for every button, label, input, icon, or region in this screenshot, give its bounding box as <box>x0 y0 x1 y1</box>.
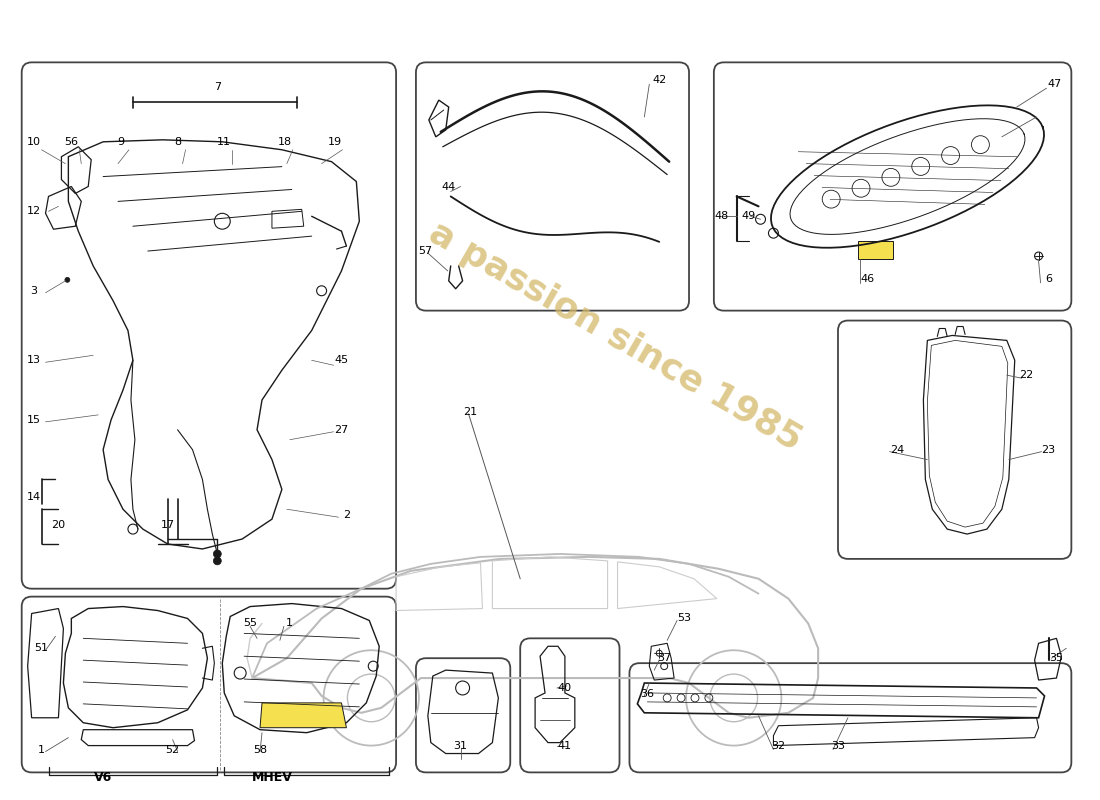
Text: 18: 18 <box>278 137 292 147</box>
Text: 46: 46 <box>860 274 875 284</box>
Text: 9: 9 <box>118 137 124 147</box>
Text: V6: V6 <box>94 771 112 784</box>
Text: 23: 23 <box>1042 445 1056 454</box>
Text: 53: 53 <box>678 614 691 623</box>
Circle shape <box>213 557 221 565</box>
Text: 56: 56 <box>64 137 78 147</box>
Polygon shape <box>260 703 346 728</box>
Text: 58: 58 <box>253 745 267 754</box>
Circle shape <box>65 278 70 282</box>
Text: 7: 7 <box>213 82 221 92</box>
Text: 49: 49 <box>741 211 756 222</box>
Text: 45: 45 <box>334 355 349 366</box>
Text: 37: 37 <box>657 653 671 663</box>
Text: 11: 11 <box>218 137 231 147</box>
Text: 10: 10 <box>26 137 41 147</box>
Text: 6: 6 <box>1045 274 1052 284</box>
Text: 21: 21 <box>463 407 477 417</box>
Text: 3: 3 <box>30 286 37 296</box>
Text: 35: 35 <box>1049 653 1064 663</box>
Text: 12: 12 <box>26 206 41 216</box>
Text: 22: 22 <box>1020 370 1034 380</box>
Text: 1: 1 <box>286 618 294 629</box>
Text: 36: 36 <box>640 689 654 699</box>
Text: 44: 44 <box>441 182 455 193</box>
Text: 15: 15 <box>26 415 41 425</box>
Text: 20: 20 <box>52 520 66 530</box>
Text: 8: 8 <box>174 137 182 147</box>
Text: 31: 31 <box>453 741 468 750</box>
Text: 55: 55 <box>243 618 257 629</box>
Text: 40: 40 <box>558 683 572 693</box>
Circle shape <box>213 550 221 558</box>
Text: 48: 48 <box>715 211 729 222</box>
Text: 52: 52 <box>166 745 179 754</box>
Text: 24: 24 <box>890 445 904 454</box>
Text: 19: 19 <box>328 137 342 147</box>
Text: 14: 14 <box>26 492 41 502</box>
Text: 27: 27 <box>334 425 349 434</box>
Text: 32: 32 <box>771 741 785 750</box>
Text: 17: 17 <box>161 520 175 530</box>
Text: 57: 57 <box>418 246 432 256</box>
Text: a passion since 1985: a passion since 1985 <box>424 215 807 458</box>
Polygon shape <box>858 241 892 259</box>
Text: MHEV: MHEV <box>252 771 293 784</box>
Text: 51: 51 <box>34 643 48 654</box>
Text: 47: 47 <box>1047 79 1062 90</box>
Text: 42: 42 <box>652 75 667 86</box>
Text: 13: 13 <box>26 355 41 366</box>
Text: 33: 33 <box>830 741 845 750</box>
Text: 2: 2 <box>343 510 350 520</box>
Text: 41: 41 <box>558 741 572 750</box>
Text: 1: 1 <box>39 745 45 754</box>
